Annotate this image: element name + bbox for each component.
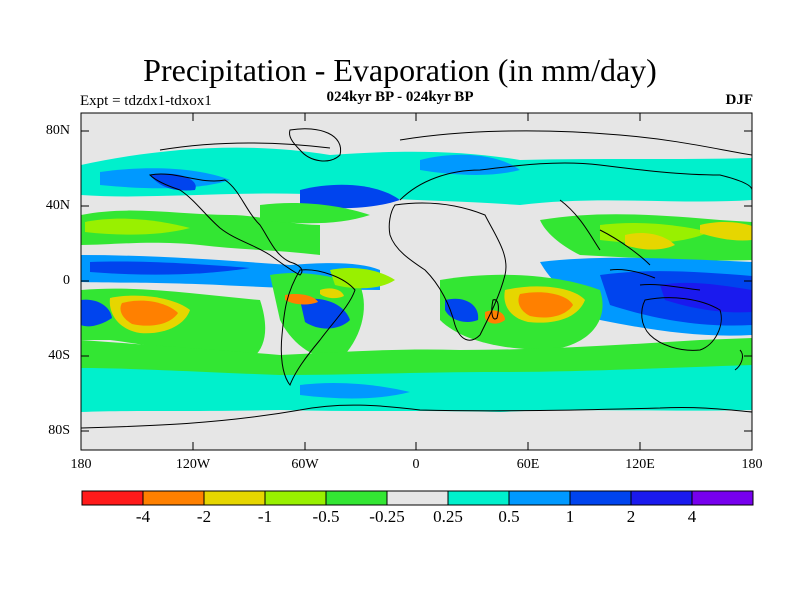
- colorbar-label: -0.5: [312, 507, 340, 526]
- field-patch: [518, 292, 573, 318]
- y-tick-label: 40N: [45, 198, 70, 213]
- season-label: DJF: [725, 92, 754, 108]
- coastline-north-america: [148, 173, 303, 276]
- y-tick-label: 80N: [45, 123, 70, 138]
- axis-ticks: [81, 113, 752, 450]
- coastline-south-america: [280, 269, 356, 386]
- colorbar-label: -1: [257, 507, 273, 526]
- x-tick-label: 180: [741, 457, 763, 472]
- field-patch: [260, 203, 370, 224]
- colorbar-label: 4: [687, 507, 697, 526]
- colorbar-swatch: [447, 490, 510, 506]
- field-patch: [300, 184, 400, 209]
- field-patch: [600, 164, 752, 193]
- coastlines: [81, 128, 752, 429]
- colorbar-swatch: [142, 490, 205, 506]
- y-tick-label: 80S: [48, 423, 70, 438]
- experiment-label: Expt = tdzdx1-tdxox1: [80, 93, 212, 109]
- colorbar-label: 2: [626, 507, 636, 526]
- y-tick-label: 40S: [48, 348, 70, 363]
- colorbar-label: 1: [565, 507, 575, 526]
- field-patch: [320, 288, 344, 299]
- colorbar-swatch: [325, 490, 388, 506]
- colorbar-swatch: [630, 490, 693, 506]
- colorbar-swatch: [203, 490, 266, 506]
- coastline-madagascar: [491, 299, 499, 320]
- chart-subtitle: 024kyr BP - 024kyr BP: [326, 89, 474, 105]
- x-tick-label: 60W: [291, 457, 319, 472]
- field-patch: [81, 147, 752, 205]
- y-tick-label: 0: [63, 273, 70, 288]
- x-tick-label: 60E: [516, 457, 540, 472]
- coastline-arctic: [159, 130, 752, 156]
- field-patch: [120, 300, 178, 326]
- colorbar-label: -4: [135, 507, 151, 526]
- field-patch: [150, 173, 196, 191]
- field-patch: [330, 268, 395, 289]
- colorbar-swatch: [691, 490, 754, 506]
- colorbar: [81, 490, 754, 506]
- colorbar-swatch: [508, 490, 571, 506]
- colorbar-label: 0.25: [433, 507, 463, 526]
- field-patch: [285, 293, 318, 305]
- coastline-antarctica: [81, 404, 752, 429]
- field-patch: [81, 361, 752, 412]
- field-patch: [81, 338, 752, 375]
- field-patch: [700, 222, 752, 241]
- colorbar-label: -2: [196, 507, 212, 526]
- field-patch: [300, 382, 410, 399]
- chart-title: Precipitation - Evaporation (in mm/day): [143, 52, 657, 88]
- coastline-africa: [388, 202, 507, 341]
- colorbar-label: 0.5: [498, 507, 520, 526]
- x-tick-label: 0: [412, 457, 420, 472]
- coastline-greenland: [289, 128, 342, 162]
- x-tick-label: 120E: [625, 457, 655, 472]
- coastline-eurasia: [399, 162, 752, 266]
- field-patch: [660, 282, 752, 313]
- field-patch: [420, 154, 520, 175]
- x-tick-label: 180: [70, 457, 92, 472]
- field-patch: [81, 299, 112, 327]
- field-patch: [90, 261, 250, 275]
- field-patch: [300, 298, 350, 329]
- coastline-new-zealand: [734, 349, 743, 371]
- colorbar-swatch: [264, 490, 327, 506]
- colorbar-swatch: [81, 490, 144, 506]
- coastline-indonesia: [609, 269, 701, 291]
- coastline-australia: [641, 297, 722, 351]
- field-patch: [445, 298, 479, 322]
- field-patch: [85, 218, 190, 235]
- colorbar-swatch: [386, 490, 449, 506]
- pe-field: [81, 113, 752, 450]
- colorbar-label: -0.25: [369, 507, 405, 526]
- colorbar-swatch: [569, 490, 632, 506]
- x-tick-label: 120W: [175, 457, 211, 472]
- field-patch: [625, 233, 675, 250]
